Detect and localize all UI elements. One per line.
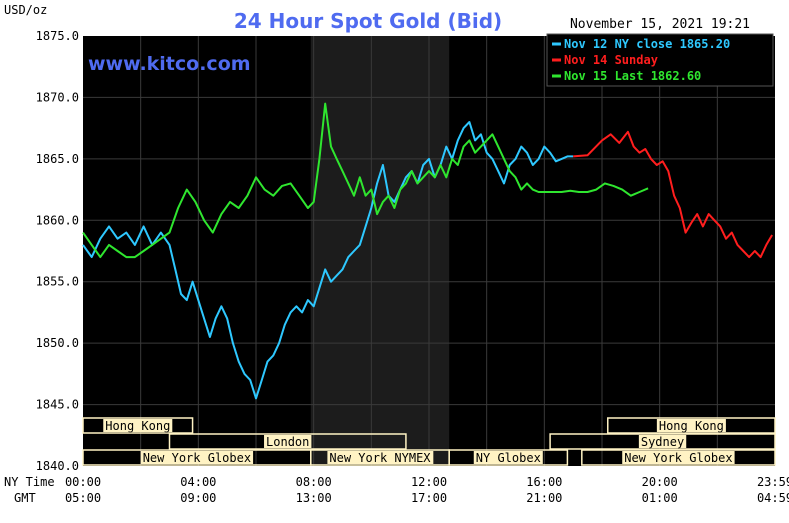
series-line-2 xyxy=(82,102,649,259)
x-tick-label-gmt: 04:59 xyxy=(757,491,789,505)
x-tick-labels: 00:00 05:00 04:00 09:00 08:00 13:00 12:00 17:00… xyxy=(65,475,789,505)
legend-box xyxy=(546,33,774,87)
session-bar xyxy=(581,449,776,466)
x-tick-label-ny: 20:00 xyxy=(642,475,678,489)
session-label: NY Globex xyxy=(476,451,541,465)
session-label: Hong Kong xyxy=(659,419,724,433)
x-tick-label-ny: 23:59 xyxy=(757,475,789,489)
series-line-1 xyxy=(573,130,773,259)
session-bar xyxy=(448,449,569,466)
series-lines xyxy=(82,102,773,400)
session-label: New York Globex xyxy=(624,451,732,465)
session-label: Sydney xyxy=(641,435,684,449)
x-axis-ny-time-label: NY Time xyxy=(4,475,55,489)
session-label-background xyxy=(622,451,735,464)
series-line-0 xyxy=(82,121,574,400)
session-label: New York Globex xyxy=(143,451,251,465)
y-tick-label: 1860.0 xyxy=(36,213,79,227)
y-tick-label: 1845.0 xyxy=(36,398,79,412)
x-tick-label-gmt: 13:00 xyxy=(296,491,332,505)
x-tick-label-gmt: 01:00 xyxy=(642,491,678,505)
session-label-background xyxy=(327,451,434,464)
session-bar xyxy=(82,417,194,434)
y-tick-label: 1840.0 xyxy=(36,459,79,473)
grid-lines xyxy=(83,36,775,466)
legend-entry-nov15: Nov 15 Last 1862.60 xyxy=(564,69,701,83)
kitco-watermark: www.kitco.com xyxy=(88,53,251,75)
y-tick-label: 1850.0 xyxy=(36,336,79,350)
chart-title: 24 Hour Spot Gold (Bid) xyxy=(234,9,502,33)
y-axis-unit-label: USD/oz xyxy=(4,3,47,17)
x-tick-label-ny: 12:00 xyxy=(411,475,447,489)
y-tick-label: 1875.0 xyxy=(36,29,79,43)
x-tick-label-ny: 16:00 xyxy=(526,475,562,489)
y-tick-labels: 1875.0 1870.0 1865.0 1860.0 1855.0 1850.0 1845… xyxy=(36,29,79,473)
legend-entry-nov14: Nov 14 Sunday xyxy=(564,53,658,67)
session-label-background xyxy=(264,435,312,448)
session-label-background xyxy=(656,419,726,432)
y-tick-label: 1870.0 xyxy=(36,90,79,104)
session-label-background xyxy=(103,419,173,432)
x-tick-label-ny: 08:00 xyxy=(296,475,332,489)
session-label-background xyxy=(140,451,254,464)
session-label: London xyxy=(266,435,309,449)
y-tick-label: 1855.0 xyxy=(36,275,79,289)
x-tick-label-gmt: 05:00 xyxy=(65,491,101,505)
session-label-background xyxy=(473,451,543,464)
y-tick-label: 1865.0 xyxy=(36,152,79,166)
x-axis-gmt-label: GMT xyxy=(14,491,36,505)
x-tick-label-gmt: 09:00 xyxy=(180,491,216,505)
x-tick-label-gmt: 17:00 xyxy=(411,491,447,505)
session-bar xyxy=(607,417,776,434)
session-label-background xyxy=(638,435,687,448)
x-tick-label-gmt: 21:00 xyxy=(526,491,562,505)
x-tick-label-ny: 00:00 xyxy=(65,475,101,489)
session-bar xyxy=(549,433,776,450)
session-bar xyxy=(168,433,407,450)
nymex-session-shade xyxy=(310,36,450,466)
legend-entry-nov12: Nov 12 NY close 1865.20 xyxy=(564,37,730,51)
session-label: New York NYMEX xyxy=(329,451,431,465)
x-tick-label-ny: 04:00 xyxy=(180,475,216,489)
session-bars: Hong Kong Hong Kong London Sydney New York G… xyxy=(82,417,776,466)
chart-datetime: November 15, 2021 19:21 xyxy=(570,17,750,32)
legend: Nov 12 NY close 1865.20 Nov 14 Sunday No… xyxy=(546,33,774,87)
session-label: Hong Kong xyxy=(105,419,170,433)
